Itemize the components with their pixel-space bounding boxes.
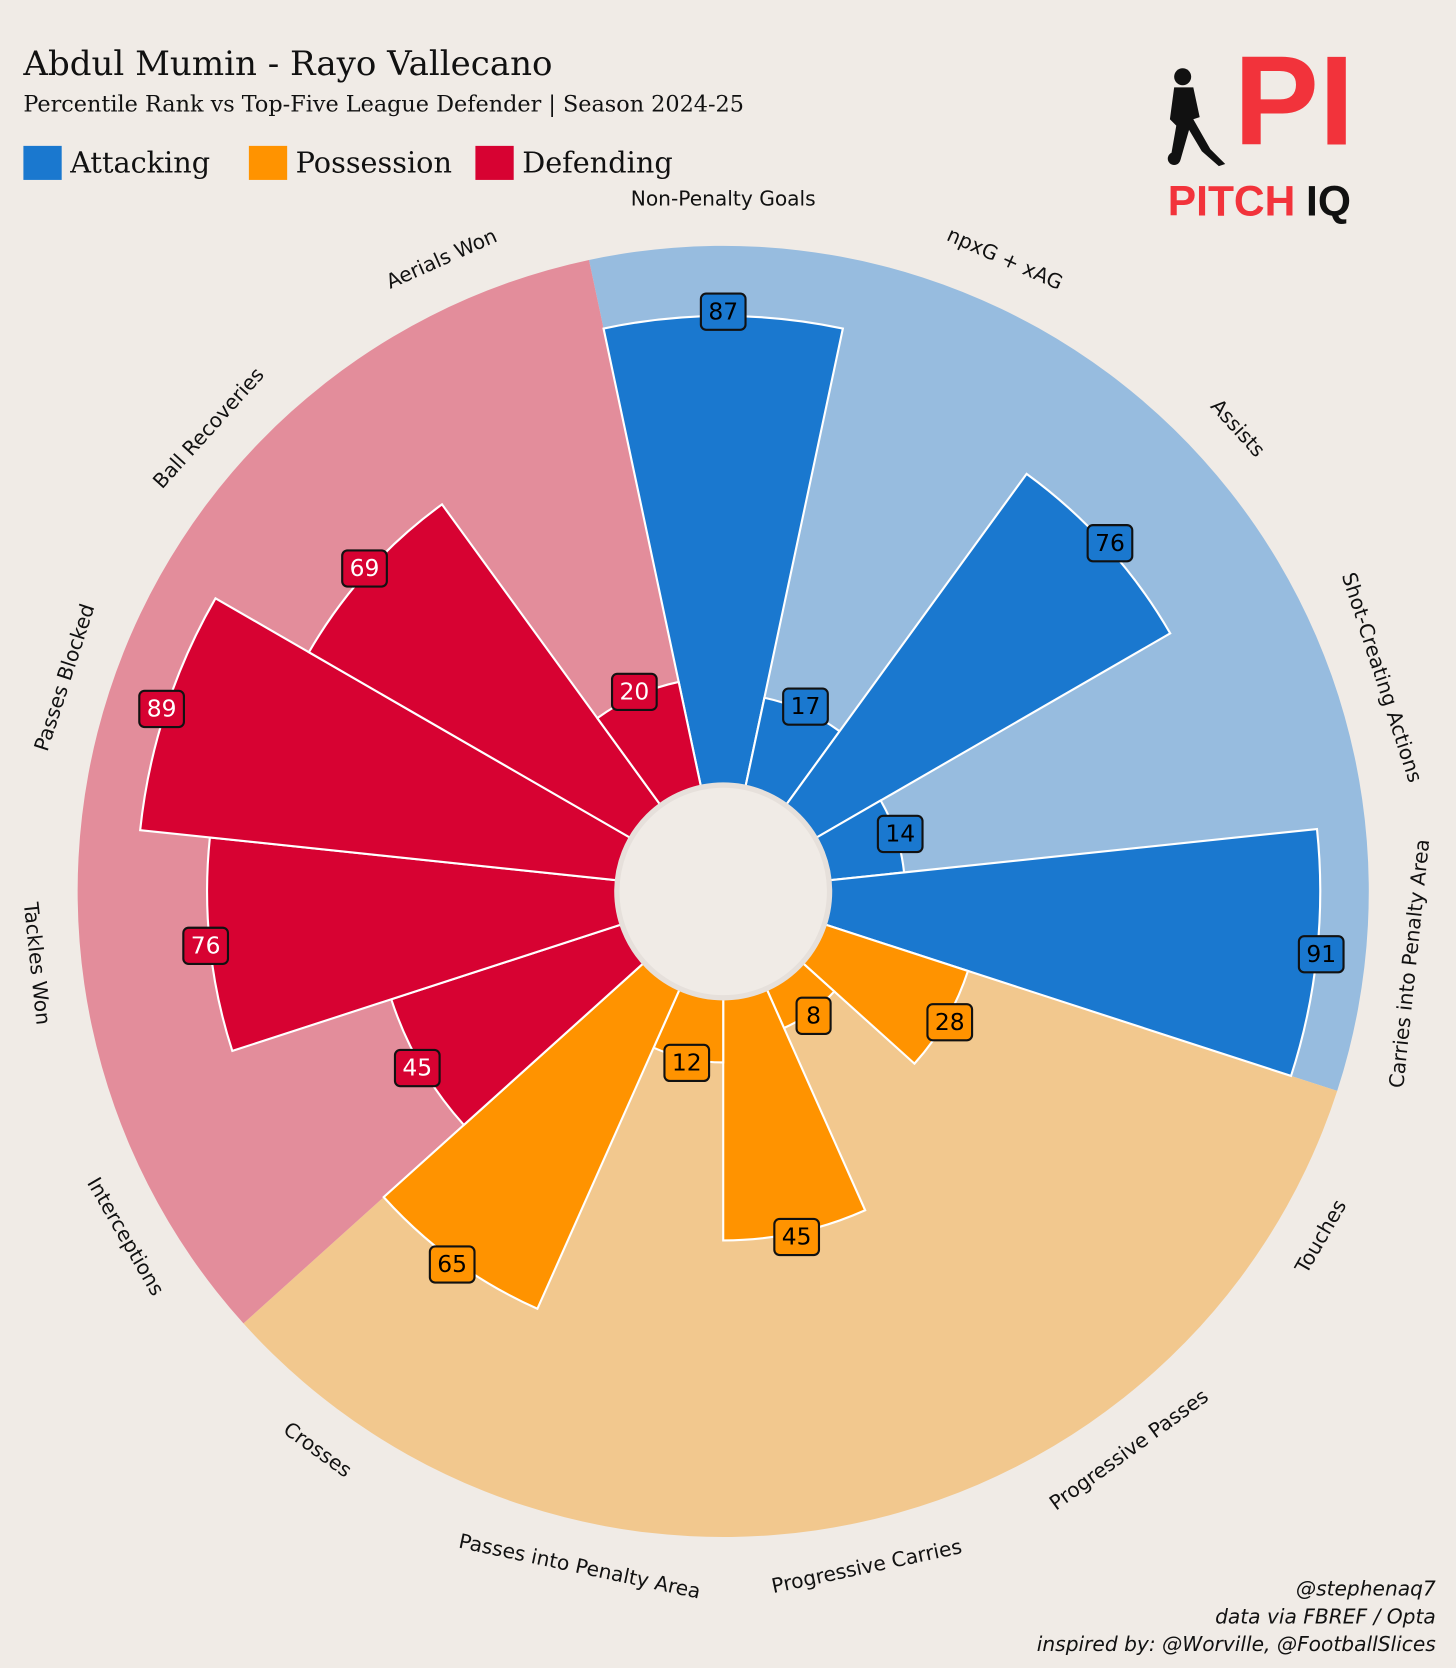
value-label: 89 — [138, 689, 185, 729]
value-text: 45 — [782, 1223, 812, 1251]
value-label: 76 — [182, 926, 230, 965]
legend-label: Possession — [296, 146, 452, 180]
value-label: 87 — [699, 292, 747, 331]
legend-label: Defending — [522, 146, 673, 180]
value-label: 45 — [393, 1048, 441, 1088]
value-box — [393, 1048, 441, 1088]
value-label: 91 — [1297, 935, 1345, 974]
value-text: 91 — [1306, 940, 1336, 968]
value-label: 12 — [663, 1043, 711, 1083]
logo-figure — [1167, 68, 1226, 167]
credit: data via FBREF / Opta — [1215, 1604, 1436, 1628]
legend-swatch — [475, 145, 514, 180]
value-box — [428, 1245, 476, 1284]
legend-label: Attacking — [69, 146, 210, 180]
chart-subtitle: Percentile Rank vs Top-Five League Defen… — [23, 91, 744, 117]
value-text: 12 — [672, 1048, 702, 1076]
value-label: 45 — [773, 1217, 821, 1257]
value-box — [138, 689, 185, 729]
value-text: 8 — [806, 1001, 821, 1029]
logo-mark: PI — [1234, 30, 1355, 173]
value-text: 87 — [708, 297, 738, 325]
center-circle — [614, 782, 833, 1001]
value-box — [773, 1217, 821, 1257]
value-label: 65 — [428, 1245, 476, 1284]
value-label: 69 — [341, 549, 388, 588]
value-text: 17 — [791, 692, 821, 720]
logo-word2: IQ — [1306, 178, 1351, 226]
value-box — [699, 292, 747, 331]
credit: inspired by: @Worville, @FootballSlices — [1037, 1632, 1436, 1656]
value-label: 14 — [876, 814, 924, 854]
logo-word1: PITCH — [1168, 178, 1296, 226]
value-box — [663, 1043, 711, 1083]
value-box — [876, 814, 924, 854]
value-label: 76 — [1086, 524, 1134, 563]
value-label: 20 — [610, 672, 658, 712]
value-box — [341, 549, 388, 588]
logo: PI PITCH IQ — [1167, 30, 1355, 226]
legend-swatch — [248, 145, 288, 180]
value-box — [610, 672, 658, 712]
value-box — [1297, 935, 1345, 974]
value-box — [1086, 524, 1134, 563]
credits: @stephenaq7 data via FBREF / Opta inspired… — [1037, 1577, 1436, 1656]
value-text: 14 — [885, 819, 915, 847]
value-box — [795, 996, 832, 1035]
value-box — [182, 926, 230, 965]
value-text: 45 — [402, 1054, 432, 1082]
value-label: 8 — [795, 996, 832, 1035]
value-text: 76 — [1095, 529, 1125, 557]
value-label: 17 — [782, 687, 829, 726]
category-label: Non-Penalty Goals — [631, 187, 816, 211]
value-box — [782, 687, 829, 726]
chart-title: Abdul Mumin - Rayo Vallecano — [22, 44, 552, 84]
legend: Attacking Possession Defending — [23, 145, 673, 180]
value-text: 28 — [935, 1008, 965, 1036]
value-box — [926, 1003, 974, 1042]
value-text: 89 — [147, 695, 177, 723]
value-text: 20 — [619, 677, 649, 705]
value-text: 69 — [350, 554, 380, 582]
bars — [138, 314, 1322, 1311]
credit: @stephenaq7 — [1296, 1577, 1436, 1601]
value-text: 76 — [191, 931, 221, 959]
legend-swatch — [23, 145, 62, 180]
value-label: 28 — [926, 1003, 974, 1042]
value-text: 65 — [437, 1250, 467, 1278]
logo-word: PITCH IQ — [1168, 178, 1351, 226]
